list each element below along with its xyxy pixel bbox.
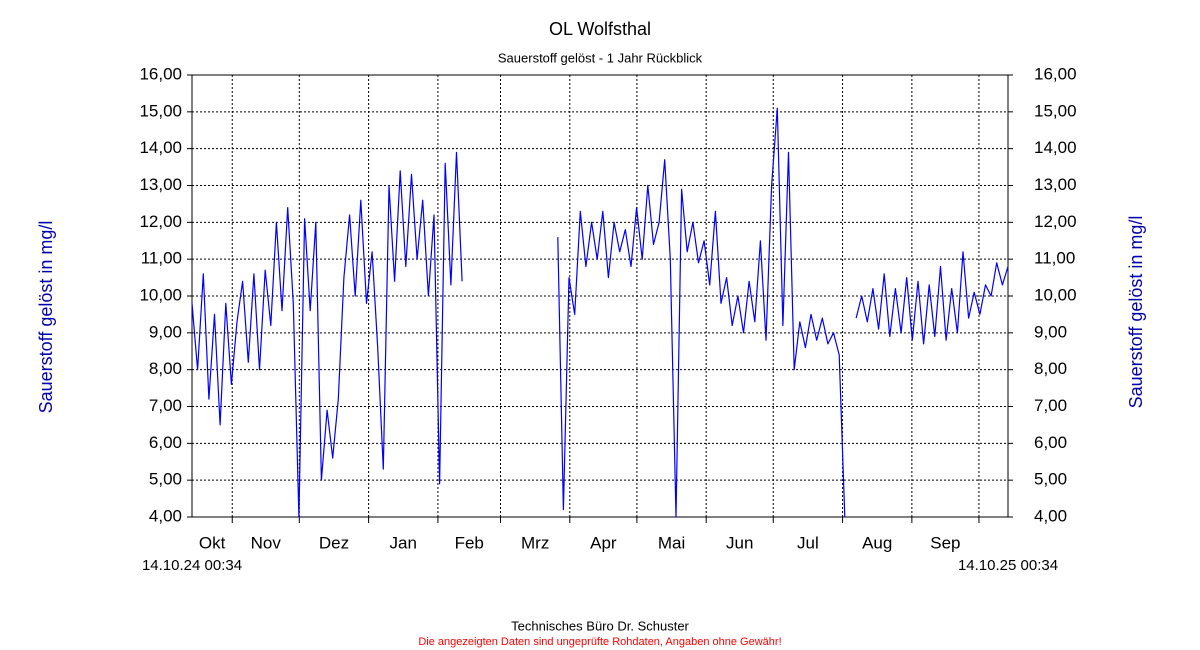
data-line xyxy=(191,107,1009,518)
y-tick-label: 9,00 xyxy=(149,322,182,341)
y2-tick-label: 7,00 xyxy=(1034,396,1067,415)
y-tick-label: 8,00 xyxy=(149,359,182,378)
y2-tick-label: 4,00 xyxy=(1034,506,1067,525)
y2-tick-label: 12,00 xyxy=(1034,212,1077,231)
chart-title: OL Wolfsthal xyxy=(549,19,651,39)
x-tick-label: Mai xyxy=(658,533,685,552)
y2-tick-label: 6,00 xyxy=(1034,433,1067,452)
y2-tick-label: 8,00 xyxy=(1034,359,1067,378)
x-tick-label: Okt xyxy=(199,533,226,552)
x-tick-label: Feb xyxy=(455,533,484,552)
y-tick-label: 11,00 xyxy=(141,249,182,268)
y-tick-label: 12,00 xyxy=(139,212,182,231)
y-tick-label: 10,00 xyxy=(139,285,182,304)
y2-tick-label: 5,00 xyxy=(1034,470,1067,489)
y2-axis-label: Sauerstoff gelöst in mg/l xyxy=(1126,216,1146,409)
y2-tick-label: 15,00 xyxy=(1034,101,1077,120)
x-tick-label: Jan xyxy=(390,533,417,552)
x-tick-label: Nov xyxy=(251,533,282,552)
y2-tick-label: 9,00 xyxy=(1034,322,1067,341)
x-tick-label: Sep xyxy=(930,533,960,552)
x-start-label: 14.10.24 00:34 xyxy=(142,557,242,574)
y-tick-label: 7,00 xyxy=(149,396,182,415)
y2-tick-label: 11,00 xyxy=(1034,249,1075,268)
chart-subtitle: Sauerstoff gelöst - 1 Jahr Rückblick xyxy=(498,50,703,65)
x-tick-label: Jun xyxy=(726,533,753,552)
x-tick-label: Dez xyxy=(319,533,349,552)
plot-frame xyxy=(191,74,1009,518)
y2-tick-label: 13,00 xyxy=(1034,175,1077,194)
y-tick-label: 6,00 xyxy=(149,433,182,452)
x-tick-label: Mrz xyxy=(521,533,549,552)
x-end-label: 14.10.25 00:34 xyxy=(958,557,1058,574)
y2-tick-label: 16,00 xyxy=(1034,64,1077,83)
y-tick-label: 16,00 xyxy=(139,64,182,83)
y-tick-label: 15,00 xyxy=(139,101,182,120)
y-tick-label: 14,00 xyxy=(139,138,182,157)
footer-disclaimer: Die angezeigten Daten sind ungeprüfte Ro… xyxy=(418,636,781,648)
x-tick-label: Apr xyxy=(590,533,617,552)
y2-tick-label: 10,00 xyxy=(1034,285,1077,304)
y-tick-label: 4,00 xyxy=(149,506,182,525)
x-tick-label: Jul xyxy=(797,533,819,552)
y-axis-label: Sauerstoff gelöst in mg/l xyxy=(36,221,56,414)
x-tick-label: Aug xyxy=(862,533,892,552)
y-tick-label: 5,00 xyxy=(149,470,182,489)
y2-tick-label: 14,00 xyxy=(1034,138,1077,157)
y-tick-label: 13,00 xyxy=(139,175,182,194)
footer-credit: Technisches Büro Dr. Schuster xyxy=(511,618,689,633)
